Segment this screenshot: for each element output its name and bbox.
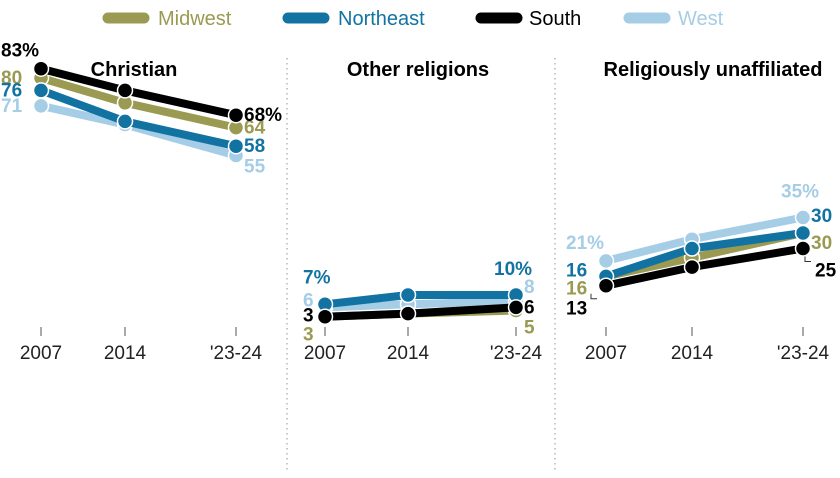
data-label-south-1: 13	[566, 299, 587, 320]
data-label-west-3: 55	[244, 157, 266, 178]
data-point-south-1	[597, 277, 615, 294]
data-point-south-2	[683, 258, 701, 276]
legend: Midwest Northeast South West	[102, 8, 724, 30]
data-label-northeast-1: 76	[1, 80, 22, 101]
data-label-south-3: 25	[815, 261, 837, 282]
data-point-northeast-2	[683, 240, 701, 257]
data-label-south-3: 68%	[244, 105, 282, 126]
panel-title-christian: Christian	[91, 59, 178, 81]
data-label-south-1: 3	[303, 306, 314, 327]
leader-line-south-1	[590, 293, 597, 300]
data-label-northeast-3: 58	[244, 136, 265, 157]
panel-title-other-religions: Other religions	[347, 59, 489, 81]
x-tick-label-1: 2007	[585, 343, 627, 364]
legend-label-south: South	[529, 8, 581, 30]
series-line-west	[37, 101, 240, 160]
data-label-west-1: 71	[1, 96, 23, 117]
data-label-northeast-3: 10%	[494, 259, 532, 280]
x-tick-label-3: '23-24	[490, 343, 543, 364]
x-tick-label-2: 2014	[671, 343, 714, 364]
data-label-northeast-1: 16	[566, 260, 587, 281]
data-point-south-1	[316, 308, 334, 325]
legend-label-west: West	[678, 8, 724, 30]
data-point-northeast-3	[227, 137, 245, 155]
data-point-west-3	[794, 209, 812, 226]
legend-label-midwest: Midwest	[158, 8, 232, 30]
data-point-west-1	[32, 97, 50, 115]
panel-christian: Christian 2007 2014 '23-24 80 64 76 58 83% 68% 71 5…	[1, 41, 282, 364]
x-tick-label-3: '23-24	[777, 343, 830, 364]
data-point-south-3	[227, 106, 245, 124]
x-tick-label-1: 2007	[304, 343, 346, 364]
data-point-south-1	[32, 60, 50, 77]
data-point-south-3	[507, 299, 525, 316]
data-label-midwest-1: 80	[1, 68, 22, 89]
data-point-west-1	[597, 252, 615, 270]
x-tick-label-2: 2014	[104, 343, 147, 364]
data-label-midwest-1: 3	[303, 325, 314, 346]
data-label-south-3: 6	[524, 297, 535, 318]
panel-religiously-unaffiliated: Religiously unaffiliated 2007 2014 '23-24 16…	[566, 59, 837, 364]
data-point-northeast-2	[116, 113, 134, 130]
panel-title-religiously-unaffiliated: Religiously unaffiliated	[604, 59, 823, 81]
data-label-midwest-3: 5	[524, 318, 535, 339]
data-label-south-1: 83%	[1, 41, 39, 62]
data-point-northeast-2	[399, 286, 417, 304]
data-point-south-2	[399, 305, 417, 322]
data-label-midwest-3: 64	[244, 118, 266, 139]
x-tick-label-1: 2007	[20, 343, 62, 364]
data-label-midwest-1: 16	[566, 278, 587, 299]
data-label-west-1: 6	[303, 290, 314, 311]
leader-line-south-3	[804, 256, 811, 262]
data-label-northeast-3: 30	[811, 206, 832, 227]
data-label-west-3: 35%	[781, 182, 819, 203]
data-point-south-3	[794, 240, 812, 257]
data-label-west-1: 21%	[566, 233, 604, 254]
data-point-northeast-1	[32, 82, 50, 99]
data-point-south-2	[116, 82, 134, 99]
data-point-northeast-3	[794, 224, 812, 242]
data-label-midwest-3: 30	[811, 233, 832, 254]
legend-label-northeast: Northeast	[338, 8, 425, 30]
x-tick-label-2: 2014	[387, 343, 430, 364]
data-label-northeast-1: 7%	[303, 267, 331, 288]
data-label-west-3: 8	[524, 277, 535, 298]
x-tick-label-3: '23-24	[210, 343, 263, 364]
